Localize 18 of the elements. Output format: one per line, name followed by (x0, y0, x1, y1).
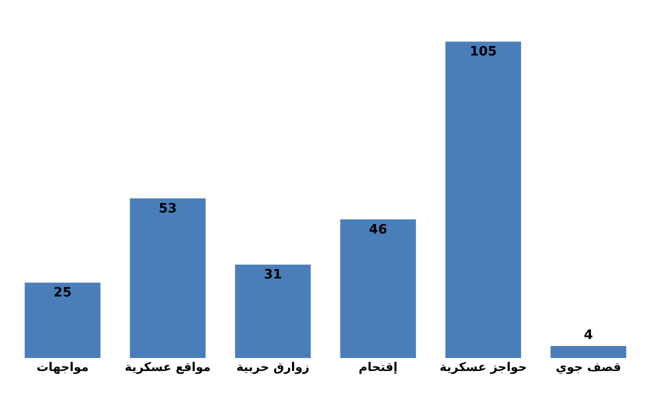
data-label: 53 (158, 201, 177, 216)
bar (340, 219, 416, 358)
bar (24, 282, 100, 358)
x-tick-label: مواقع عسكرية (124, 360, 211, 374)
x-tick-label: حواجز عسكرية (440, 360, 527, 374)
data-label: 31 (264, 268, 282, 283)
bar (550, 346, 626, 358)
bar (130, 198, 206, 358)
x-tick-label: قصف جوي (556, 360, 622, 374)
bar (445, 42, 522, 358)
bar (235, 264, 311, 358)
data-label: 105 (470, 44, 497, 60)
x-tick-label: زوارق حربية (236, 360, 310, 374)
x-tick-label: إقتحام (358, 360, 398, 374)
data-label: 25 (54, 286, 72, 301)
data-label: 4 (584, 328, 593, 343)
x-tick-label: مواجهات (36, 360, 89, 374)
data-label: 46 (369, 222, 388, 238)
